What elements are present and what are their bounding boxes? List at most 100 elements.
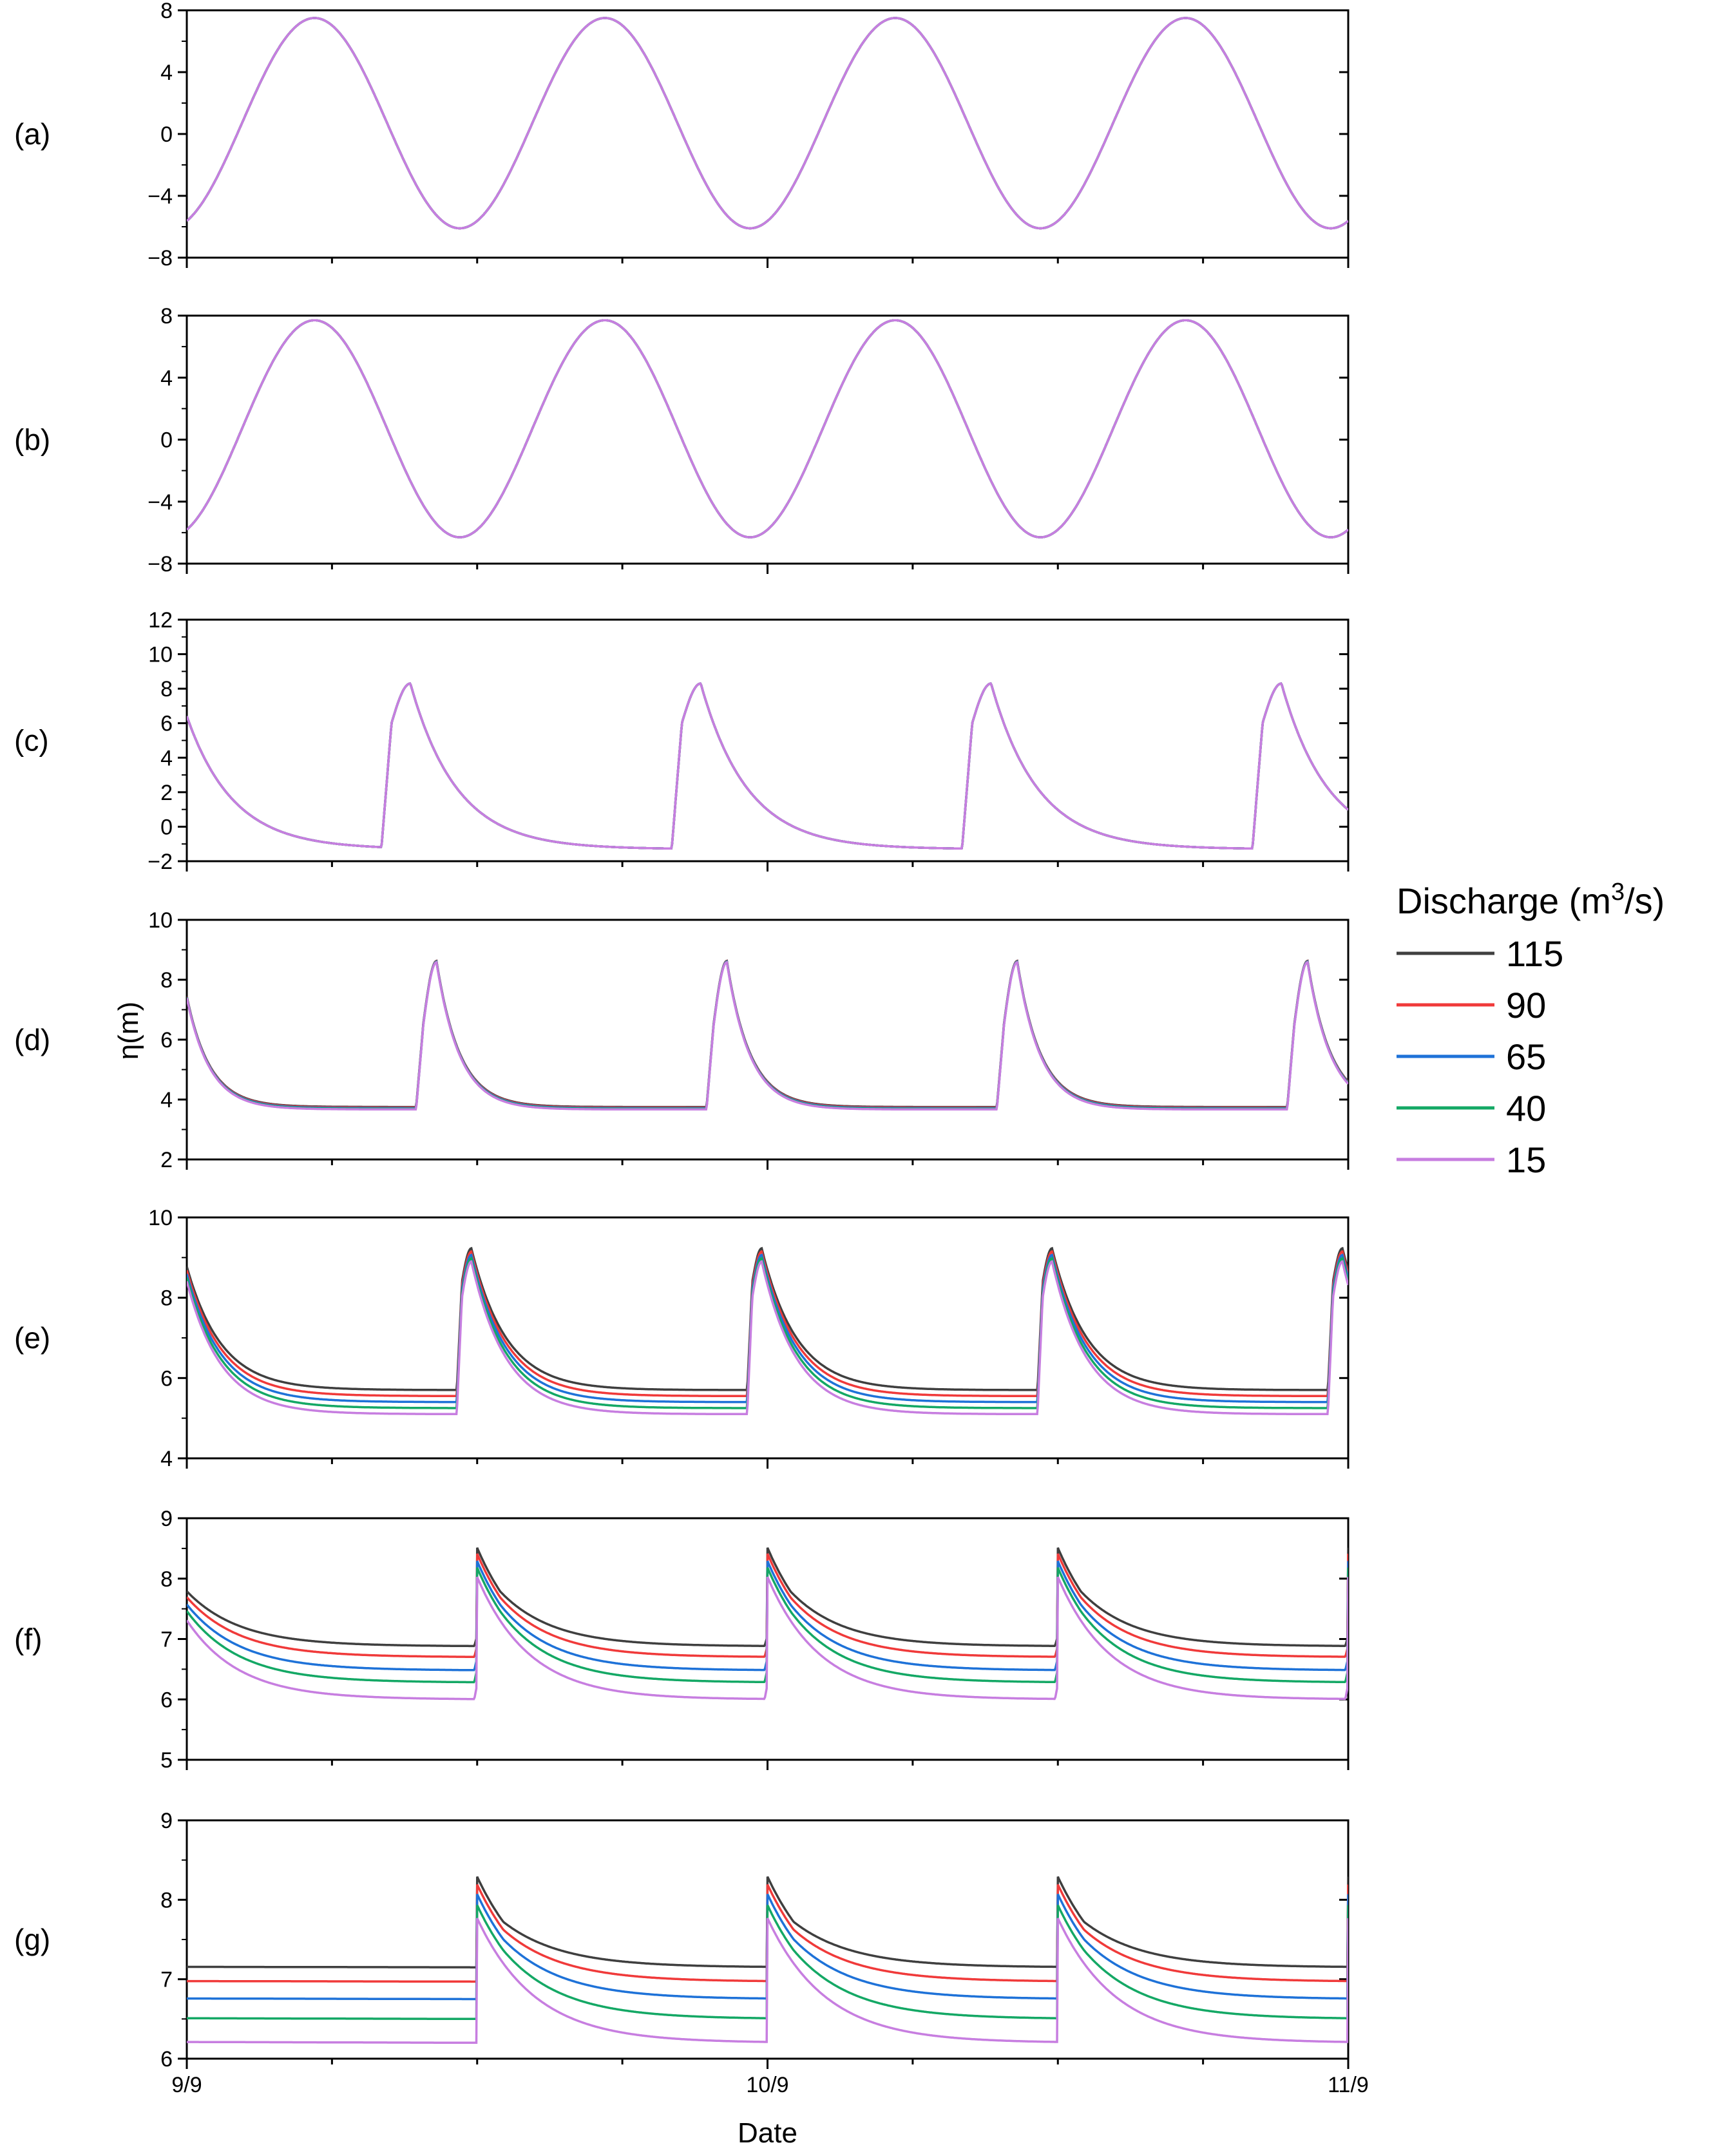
panel-e: 4 6 8 10 (e) — [14, 1206, 1350, 1471]
legend-entry-15: 15 — [1397, 1139, 1546, 1180]
series-line-40 — [187, 1567, 1348, 1684]
y-tick-label: 2 — [160, 781, 173, 805]
y-tick-label: 4 — [160, 1088, 173, 1112]
y-tick-label: 10 — [148, 1206, 173, 1230]
series-line-115 — [187, 319, 1348, 538]
plot-frame — [186, 314, 1350, 565]
y-tick-label: 6 — [160, 1366, 173, 1391]
y-tick-label: 0 — [160, 815, 173, 839]
series-line-90 — [187, 959, 1348, 1109]
panel-f: 5 6 7 8 9 (f) — [14, 1507, 1350, 1773]
series-line-65 — [187, 682, 1348, 850]
y-axis-title: η(m) — [113, 1002, 144, 1060]
y-tick-label: 0 — [160, 122, 173, 147]
y-tick-label: −2 — [148, 850, 173, 874]
panel-b: −8 −4 0 4 8 (b) — [14, 304, 1350, 577]
series-line-15 — [187, 682, 1348, 850]
y-tick-label: 0 — [160, 428, 173, 453]
series-line-15 — [187, 1576, 1348, 1701]
plot-frame — [186, 618, 1350, 863]
series-line-15 — [187, 319, 1348, 538]
series-line-40 — [187, 960, 1348, 1110]
series-line-15 — [187, 17, 1348, 230]
y-tick-label: 9 — [160, 1507, 173, 1531]
y-tick-label: 6 — [160, 1688, 173, 1712]
series-line-40 — [187, 1904, 1348, 2021]
panel-label: (e) — [14, 1321, 50, 1355]
legend: Discharge (m3/s) 115 90 65 40 15 — [1397, 879, 1664, 1180]
y-tick-label: −8 — [148, 246, 173, 271]
chart-panels: −8 −4 0 4 8 (a) −8 −4 0 4 8 (b) −2 0 2 4 6 8 10 12 (c) 2 4 6 8 10… — [14, 0, 1369, 2097]
series-line-115 — [187, 1547, 1348, 1648]
series-line-40 — [187, 682, 1348, 850]
y-tick-label: 8 — [160, 968, 173, 993]
y-tick-label: 2 — [160, 1148, 173, 1172]
legend-entry-90: 90 — [1397, 985, 1546, 1025]
panel-label: (c) — [14, 724, 49, 758]
legend-label: 65 — [1506, 1036, 1546, 1077]
y-tick-label: 10 — [148, 643, 173, 667]
panel-label: (f) — [14, 1623, 42, 1656]
series-line-90 — [187, 682, 1348, 850]
series-line-90 — [187, 17, 1348, 230]
y-tick-label: 7 — [160, 1968, 173, 1992]
panel-g: 6 7 8 9 (g) 9/9 10/9 11/9 — [14, 1809, 1369, 2097]
y-tick-label: 4 — [160, 61, 173, 85]
legend-label: 115 — [1506, 933, 1563, 974]
series-line-65 — [187, 319, 1348, 538]
series-line-115 — [187, 17, 1348, 230]
series-line-65 — [187, 1560, 1348, 1672]
y-tick-label: 8 — [160, 1286, 173, 1311]
panel-c: −2 0 2 4 6 8 10 12 (c) — [14, 608, 1350, 874]
y-tick-label: −4 — [148, 184, 173, 209]
legend-label: 40 — [1506, 1088, 1546, 1129]
panel-a: −8 −4 0 4 8 (a) — [14, 0, 1350, 271]
y-tick-label: 4 — [160, 1447, 173, 1471]
series-line-15 — [187, 960, 1348, 1111]
y-tick-label: 10 — [148, 908, 173, 933]
y-tick-label: 4 — [160, 366, 173, 390]
x-axis-title: Date — [738, 2117, 797, 2149]
legend-label: 15 — [1506, 1139, 1546, 1180]
y-tick-label: 8 — [160, 1888, 173, 1912]
plot-frame — [186, 1216, 1350, 1460]
y-tick-label: 12 — [148, 608, 173, 633]
y-tick-label: −4 — [148, 490, 173, 515]
y-tick-label: 8 — [160, 304, 173, 329]
series-line-90 — [187, 319, 1348, 538]
series-line-65 — [187, 1893, 1348, 2001]
series-line-115 — [187, 1246, 1348, 1391]
y-tick-label: 9 — [160, 1809, 173, 1833]
legend-entry-40: 40 — [1397, 1088, 1546, 1129]
plot-frame — [186, 919, 1350, 1161]
series-line-65 — [187, 960, 1348, 1110]
y-tick-label: 5 — [160, 1748, 173, 1773]
series-line-115 — [187, 1876, 1348, 1968]
series-line-65 — [187, 17, 1348, 230]
series-line-115 — [187, 682, 1348, 850]
legend-title: Discharge (m3/s) — [1397, 879, 1664, 921]
x-tick-label: 10/9 — [746, 2073, 788, 2097]
legend-entry-65: 65 — [1397, 1036, 1546, 1077]
series-line-40 — [187, 319, 1348, 538]
series-line-90 — [187, 1883, 1348, 1983]
y-tick-label: 7 — [160, 1628, 173, 1652]
series-line-40 — [187, 17, 1348, 230]
y-tick-label: 8 — [160, 1567, 173, 1592]
series-line-90 — [187, 1553, 1348, 1658]
panel-label: (b) — [14, 423, 50, 457]
y-tick-label: −8 — [148, 552, 173, 577]
x-tick-label: 11/9 — [1328, 2073, 1369, 2097]
panel-label: (a) — [14, 117, 50, 151]
panel-label: (g) — [14, 1923, 50, 1956]
y-tick-label: 6 — [160, 712, 173, 736]
panel-label: (d) — [14, 1023, 50, 1056]
series-line-90 — [187, 1250, 1348, 1398]
series-line-15 — [187, 1260, 1348, 1416]
y-tick-label: 8 — [160, 677, 173, 701]
y-tick-label: 8 — [160, 0, 173, 23]
y-tick-label: 4 — [160, 746, 173, 770]
legend-label: 90 — [1506, 985, 1546, 1025]
legend-entry-115: 115 — [1397, 933, 1563, 974]
